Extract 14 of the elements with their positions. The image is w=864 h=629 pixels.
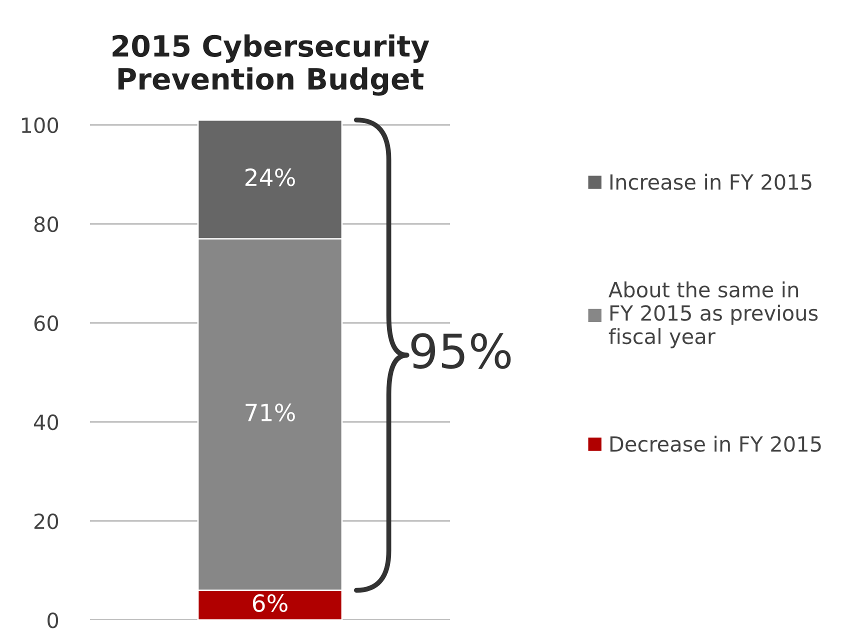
y-tick-label: 20: [34, 513, 58, 530]
y-tick-label: 0: [48, 612, 58, 628]
data-label: 24%: [245, 168, 295, 186]
y-tick-label: 80: [34, 216, 58, 232]
chart-title: 2015 Cybersecurity Prevention Budget: [112, 34, 430, 96]
y-tick-label: 40: [34, 414, 58, 430]
annotation: 95%: [411, 333, 511, 369]
legend-label: Increase in FY 2015: [610, 174, 812, 190]
y-tick-label: 100: [22, 117, 58, 134]
legend-label: About the same in FY 2015 as previous fiscal year: [608, 281, 818, 348]
data-label: 71%: [246, 404, 295, 422]
data-label: 6%: [252, 594, 288, 612]
y-tick-label: 60: [34, 315, 58, 332]
legend-label: Decrease in FY 2015: [610, 436, 821, 452]
